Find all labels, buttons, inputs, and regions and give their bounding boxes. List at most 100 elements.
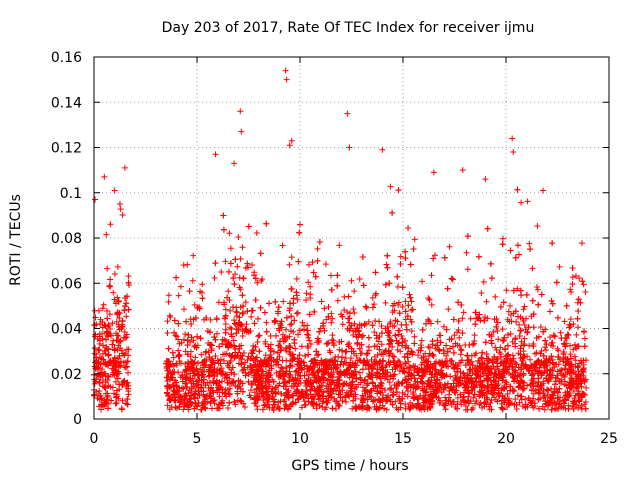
- data-point: [378, 330, 385, 337]
- data-point: [459, 330, 466, 337]
- data-point: [420, 353, 427, 360]
- data-point: [565, 332, 572, 339]
- data-point: [494, 319, 501, 326]
- data-point: [409, 349, 416, 356]
- data-point: [443, 362, 450, 369]
- data-point: [324, 399, 331, 406]
- data-point: [554, 368, 561, 375]
- data-point: [499, 241, 506, 248]
- data-point: [244, 308, 251, 315]
- data-point: [336, 387, 343, 394]
- data-point: [241, 404, 248, 411]
- data-point: [431, 360, 438, 367]
- data-point: [488, 333, 495, 340]
- data-point: [280, 298, 287, 305]
- data-point: [185, 403, 192, 410]
- data-point: [414, 400, 421, 407]
- data-point: [109, 320, 116, 327]
- data-point: [365, 334, 372, 341]
- data-point: [426, 350, 433, 357]
- data-point: [549, 300, 556, 307]
- data-point: [515, 242, 522, 249]
- data-point: [457, 351, 464, 358]
- data-point: [545, 387, 552, 394]
- data-point: [408, 327, 415, 334]
- data-point: [536, 405, 543, 412]
- data-point: [504, 342, 511, 349]
- data-point: [530, 380, 537, 387]
- data-point: [379, 358, 386, 365]
- data-point: [539, 403, 546, 410]
- data-point: [221, 390, 228, 397]
- data-point: [562, 365, 569, 372]
- data-point: [536, 364, 543, 371]
- data-point: [288, 313, 295, 320]
- axis-ticks: [93, 56, 610, 420]
- data-point: [350, 348, 357, 355]
- data-point: [558, 335, 565, 342]
- data-point: [105, 373, 112, 380]
- data-point: [572, 357, 579, 364]
- data-point: [168, 383, 175, 390]
- data-point: [429, 398, 436, 405]
- data-point: [377, 389, 384, 396]
- data-point: [417, 392, 424, 399]
- data-point: [396, 358, 403, 365]
- data-point: [505, 308, 512, 315]
- data-point: [251, 395, 258, 402]
- data-point: [500, 337, 507, 344]
- data-point: [310, 402, 317, 409]
- data-point: [508, 358, 515, 365]
- data-point: [178, 385, 185, 392]
- data-point: [359, 332, 366, 339]
- data-point: [239, 367, 246, 374]
- data-point: [311, 308, 318, 315]
- data-point: [311, 364, 318, 371]
- data-point: [352, 361, 359, 368]
- data-point: [227, 307, 234, 314]
- data-point: [545, 357, 552, 364]
- data-point: [307, 386, 314, 393]
- data-point: [295, 331, 302, 338]
- data-point: [570, 377, 577, 384]
- data-point: [316, 239, 323, 246]
- data-point: [357, 350, 364, 357]
- data-point: [287, 344, 294, 351]
- x-tick-label: 5: [193, 431, 202, 447]
- data-point: [425, 358, 432, 365]
- data-point: [390, 375, 397, 382]
- data-point: [533, 361, 540, 368]
- data-point: [492, 378, 499, 385]
- data-point: [213, 380, 220, 387]
- data-point: [254, 339, 261, 346]
- data-point: [105, 382, 112, 389]
- data-point: [214, 357, 221, 364]
- data-point: [550, 360, 557, 367]
- data-point: [356, 276, 363, 283]
- data-point: [320, 375, 327, 382]
- data-point: [282, 379, 289, 386]
- data-point: [469, 370, 476, 377]
- data-point: [373, 335, 380, 342]
- data-point: [477, 365, 484, 372]
- data-point: [447, 398, 454, 405]
- data-point: [456, 377, 463, 384]
- data-point: [492, 384, 499, 391]
- data-point: [354, 340, 361, 347]
- data-point: [234, 263, 241, 270]
- data-point: [573, 331, 580, 338]
- data-point: [295, 361, 302, 368]
- data-point: [435, 359, 442, 366]
- data-point: [353, 333, 360, 340]
- data-point: [576, 275, 583, 282]
- data-point: [572, 272, 579, 279]
- data-point: [493, 323, 500, 330]
- data-point: [531, 367, 538, 374]
- data-point: [274, 308, 281, 315]
- data-point: [328, 319, 335, 326]
- data-point: [454, 368, 461, 375]
- data-point: [222, 337, 229, 344]
- data-point: [415, 366, 422, 373]
- data-point: [206, 341, 213, 348]
- data-point: [522, 396, 529, 403]
